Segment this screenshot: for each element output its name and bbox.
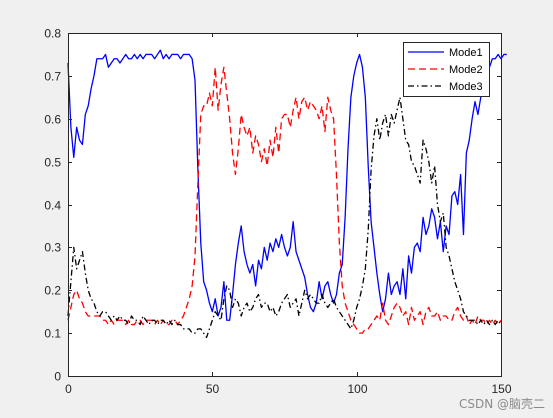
y-tick-label: 0.8	[44, 27, 61, 41]
y-tick-label: 0.1	[44, 327, 61, 341]
watermark-text: CSDN @脑壳二	[458, 397, 545, 411]
legend-label: Mode3	[449, 81, 483, 93]
series-line-mode2	[67, 66, 502, 334]
x-tick-label: 50	[206, 382, 220, 396]
y-tick-label: 0.6	[44, 113, 61, 127]
series-layer	[67, 49, 507, 339]
series-line-mode3	[67, 96, 502, 339]
legend: Mode1 Mode2 Mode3	[403, 42, 490, 97]
y-tick-label: 0.5	[44, 156, 61, 170]
x-axis: 0 50 100 150	[65, 33, 512, 396]
y-axis: 0 0.1 0.2 0.3 0.4 0.5 0.6 0.7 0.8	[44, 27, 501, 384]
y-tick-label: 0.3	[44, 241, 61, 255]
y-tick-label: 0.4	[44, 199, 61, 213]
y-tick-label: 0.2	[44, 284, 61, 298]
y-tick-label: 0	[54, 370, 61, 384]
x-tick-label: 100	[347, 382, 367, 396]
legend-label: Mode1	[449, 47, 483, 59]
series-line-mode1	[67, 49, 507, 321]
y-tick-label: 0.7	[44, 70, 61, 84]
x-tick-label: 150	[491, 382, 511, 396]
x-tick-label: 0	[65, 382, 72, 396]
legend-label: Mode2	[449, 64, 483, 76]
